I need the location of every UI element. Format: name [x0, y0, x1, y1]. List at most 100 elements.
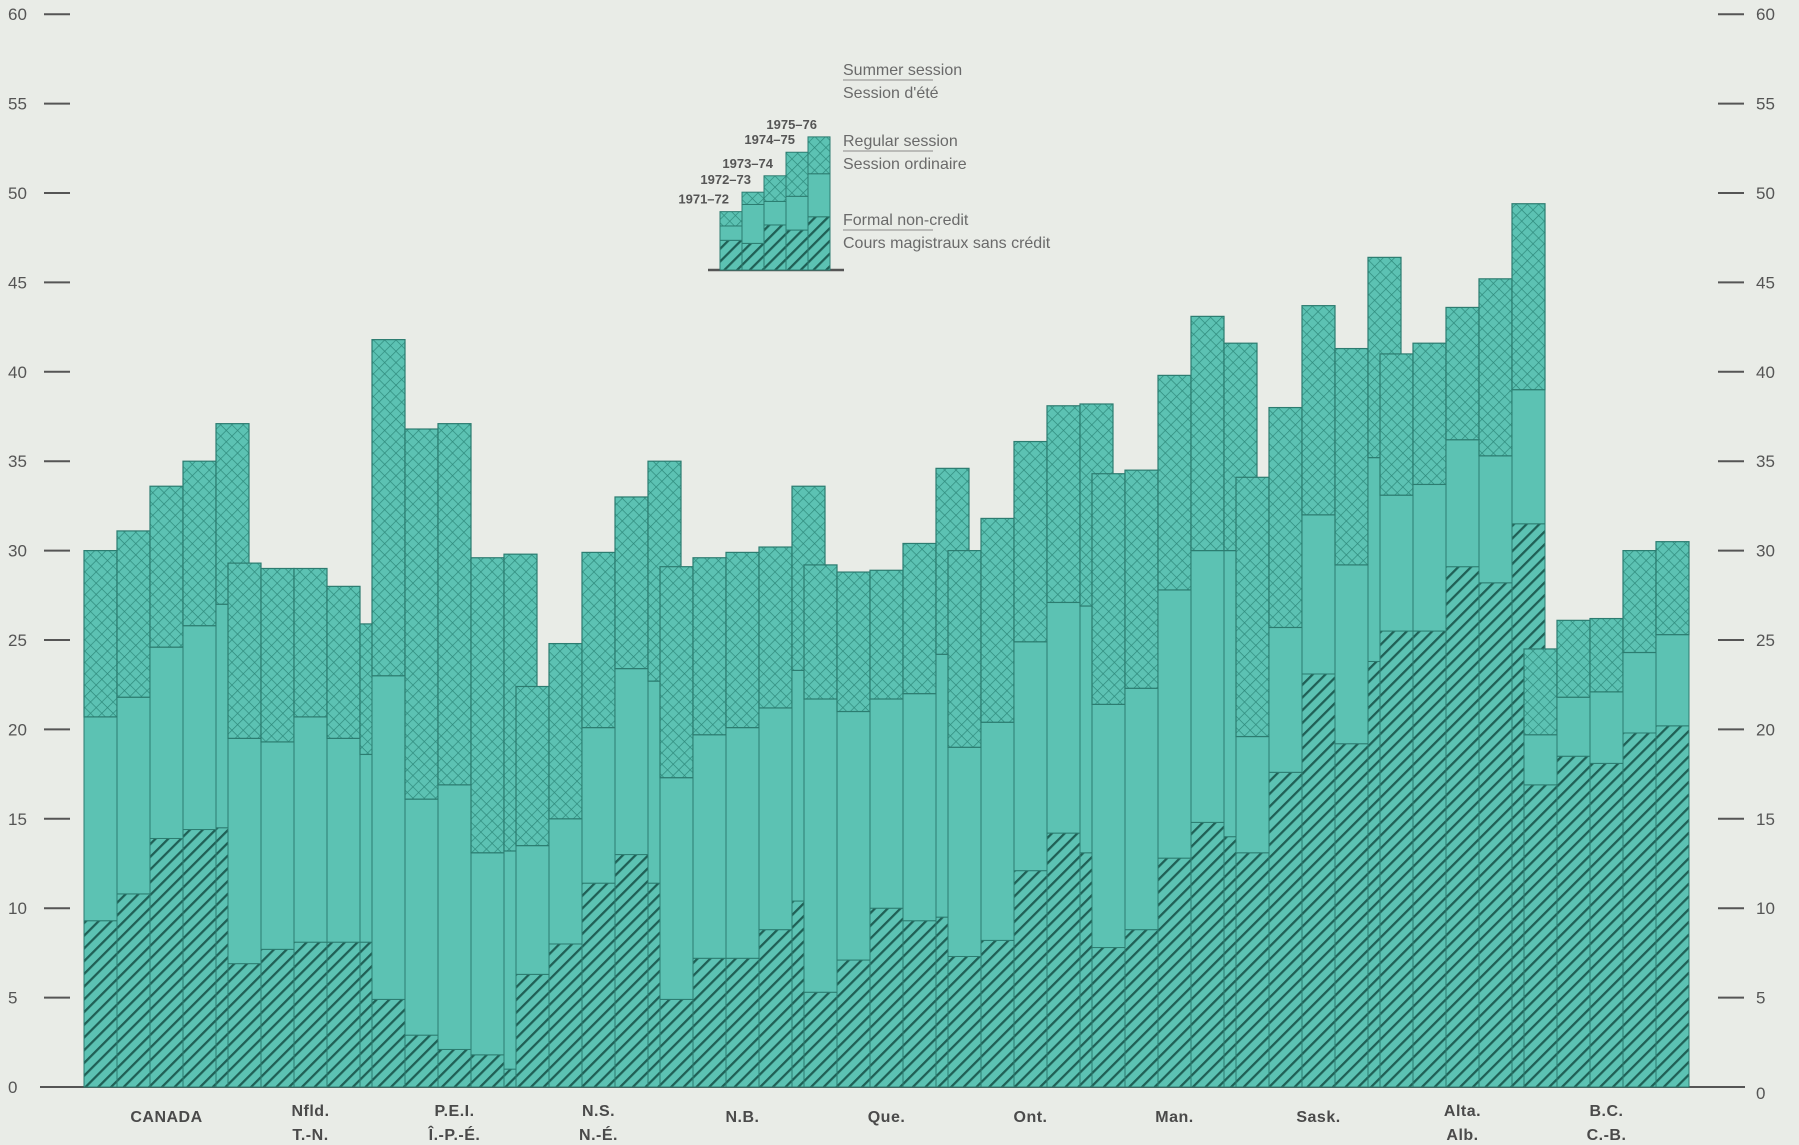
bar-segment-regular-session: [1301, 514, 1336, 675]
bar-segment-formal-non-credit: [1190, 821, 1225, 1088]
left-tick-label: 30: [8, 542, 27, 561]
category-label: CANADA: [130, 1109, 202, 1126]
bar-segment-regular-session: [1478, 455, 1513, 584]
bar-segment-regular-session: [227, 737, 262, 965]
bar-segment-formal-non-credit: [1157, 857, 1192, 1088]
right-tick-label: 20: [1756, 720, 1775, 739]
left-tick-label: 15: [8, 810, 27, 829]
bar-segment-summer-session: [404, 428, 439, 800]
bar-segment-regular-session: [1235, 736, 1270, 854]
legend-bar-summer-session: [807, 136, 831, 175]
left-tick-label: 0: [8, 1078, 17, 1097]
bar-segment-formal-non-credit: [548, 943, 583, 1088]
bar-segment-summer-session: [1235, 476, 1270, 738]
bar-segment-formal-non-credit: [116, 893, 151, 1088]
legend-bar-summer-session: [763, 175, 787, 202]
bar-segment-formal-non-credit: [980, 939, 1015, 1088]
bar-segment-formal-non-credit: [1556, 755, 1591, 1088]
bar-segment-regular-session: [371, 675, 406, 1000]
bar-segment-summer-session: [1445, 306, 1480, 441]
right-tick-label: 45: [1756, 273, 1775, 292]
bar-segment-formal-non-credit: [947, 955, 982, 1088]
bar-segment-summer-session: [1379, 353, 1414, 496]
bar-segment-summer-session: [1523, 648, 1558, 736]
bar-segment-formal-non-credit: [1478, 582, 1513, 1088]
bar-segment-regular-session: [293, 716, 328, 943]
bar-segment-formal-non-credit: [227, 963, 262, 1088]
category-label: B.C.: [1590, 1103, 1624, 1120]
legend-bar-formal-non-credit: [741, 242, 765, 271]
bar-segment-summer-session: [182, 460, 217, 627]
bar-segment-summer-session: [149, 485, 184, 648]
bar-segment-regular-session: [1379, 494, 1414, 632]
bar-segment-formal-non-credit: [758, 929, 793, 1088]
right-tick-label: 60: [1756, 5, 1775, 24]
bar-segment-summer-session: [659, 566, 694, 779]
right-tick-label: 15: [1756, 810, 1775, 829]
category-label-french: N.-É.: [579, 1125, 618, 1144]
bar-segment-regular-session: [182, 625, 217, 831]
bar-segment-formal-non-credit: [1622, 732, 1657, 1088]
bar-segment-summer-session: [947, 549, 982, 748]
bar-segment-summer-session: [1478, 278, 1513, 457]
bar-segment-summer-session: [1301, 305, 1336, 516]
category-label: Sask.: [1296, 1109, 1340, 1126]
bar-segment-formal-non-credit: [1379, 630, 1414, 1088]
bar-segment-formal-non-credit: [83, 920, 118, 1088]
legend-bar-regular-session: [719, 225, 743, 241]
bar-segment-regular-session: [1268, 626, 1303, 773]
bar-segment-formal-non-credit: [371, 998, 406, 1088]
province-group: [371, 339, 538, 1088]
left-tick-label: 50: [8, 184, 27, 203]
bar-segment-regular-session: [548, 818, 583, 945]
bar-segment-formal-non-credit: [869, 907, 904, 1088]
bar-segment-summer-session: [1046, 405, 1081, 604]
bar-segment-regular-session: [83, 716, 118, 922]
bar-segment-regular-session: [1334, 564, 1369, 745]
category-label: N.B.: [726, 1109, 760, 1126]
bar-segment-formal-non-credit: [1124, 929, 1159, 1088]
bar-segment-regular-session: [1013, 641, 1048, 872]
bar-segment-formal-non-credit: [692, 957, 727, 1088]
category-label-french: T.-N.: [292, 1127, 328, 1144]
bar-segment-formal-non-credit: [1013, 870, 1048, 1088]
right-tick-label: 55: [1756, 95, 1775, 114]
left-tick-label: 55: [8, 95, 27, 114]
bar-segment-formal-non-credit: [1523, 784, 1558, 1088]
left-tick-label: 60: [8, 5, 27, 24]
bar-segment-regular-session: [902, 693, 937, 922]
bar-segment-formal-non-credit: [803, 991, 838, 1088]
bar-segment-summer-session: [581, 551, 616, 729]
legend-bar-formal-non-credit: [719, 239, 743, 271]
right-tick-label: 25: [1756, 631, 1775, 650]
left-tick-label: 35: [8, 452, 27, 471]
bar-segment-summer-session: [1124, 469, 1159, 689]
bar-segment-formal-non-credit: [149, 837, 184, 1088]
category-label: Ont.: [1014, 1109, 1048, 1126]
province-group: [515, 460, 682, 1088]
bar-segment-summer-session: [1622, 549, 1657, 654]
bar-segment-formal-non-credit: [614, 854, 649, 1088]
province-group: [227, 562, 394, 1088]
bar-segment-summer-session: [326, 585, 361, 739]
bar-segment-summer-session: [758, 546, 793, 709]
legend-formal-label-french: Cours magistraux sans crédit: [843, 235, 1051, 252]
bar-segment-regular-session: [1124, 687, 1159, 931]
bar-segment-regular-session: [116, 696, 151, 895]
right-tick-label: 50: [1756, 184, 1775, 203]
bar-segment-summer-session: [1157, 374, 1192, 591]
bar-segment-regular-session: [1190, 550, 1225, 823]
bar-segment-summer-session: [515, 685, 550, 847]
right-tick-label: 0: [1756, 1084, 1765, 1103]
bar-segment-summer-session: [116, 530, 151, 698]
category-label-french: C.-B.: [1587, 1127, 1627, 1144]
province-group: [659, 485, 826, 1088]
category-label: Alta.: [1444, 1103, 1481, 1120]
province-group: [1523, 541, 1690, 1088]
legend-bar-formal-non-credit: [785, 229, 809, 271]
province-group: [83, 423, 250, 1088]
bar-segment-formal-non-credit: [404, 1034, 439, 1088]
bar-segment-formal-non-credit: [1091, 947, 1126, 1088]
bar-segment-summer-session: [614, 496, 649, 670]
bar-segment-summer-session: [260, 567, 295, 743]
